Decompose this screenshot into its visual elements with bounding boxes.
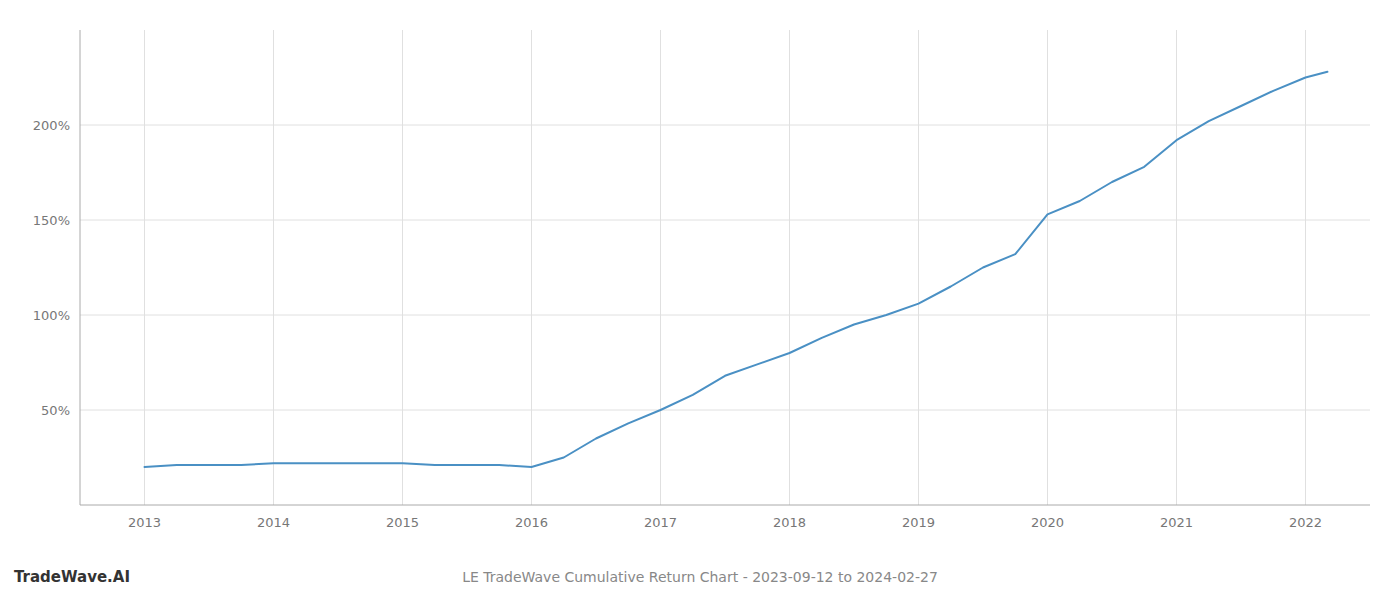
x-grid-line xyxy=(660,30,661,505)
x-tick-label: 2015 xyxy=(386,515,419,530)
y-tick-label: 50% xyxy=(41,403,70,418)
x-tick-label: 2013 xyxy=(128,515,161,530)
title: LE TradeWave Cumulative Return Chart - 2… xyxy=(462,569,938,585)
x-grid-line xyxy=(1305,30,1306,505)
x-tick-label: 2020 xyxy=(1031,515,1064,530)
y-tick-label: 200% xyxy=(33,118,70,133)
y-tick-label: 100% xyxy=(33,308,70,323)
x-grid-line xyxy=(402,30,403,505)
grid xyxy=(80,30,1370,505)
tick-labels: 2013 2014 2015 2016 2017 2018 2019 2020 2021 2022… xyxy=(33,118,1322,531)
x-grid-line xyxy=(1176,30,1177,505)
y-tick-label: 150% xyxy=(33,213,70,228)
y-grid-line xyxy=(80,220,1370,221)
x-grid-line xyxy=(273,30,274,505)
chart: 2013 2014 2015 2016 2017 2018 2019 2020 2021 2022… xyxy=(0,0,1400,600)
y-grid-line xyxy=(80,410,1370,411)
x-grid-line xyxy=(1047,30,1048,505)
x-tick-label: 2021 xyxy=(1160,515,1193,530)
x-tick-label: 2018 xyxy=(773,515,806,530)
x-tick-label: 2017 xyxy=(644,515,677,530)
x-tick-label: 2022 xyxy=(1289,515,1322,530)
x-grid-line xyxy=(144,30,145,505)
plot-area xyxy=(145,72,1328,467)
return-line xyxy=(145,72,1328,467)
x-grid-line xyxy=(531,30,532,505)
x-axis-line xyxy=(80,505,1370,506)
x-tick-label: 2019 xyxy=(902,515,935,530)
x-grid-line xyxy=(789,30,790,505)
x-grid-line xyxy=(918,30,919,505)
x-tick-label: 2016 xyxy=(515,515,548,530)
y-axis-line xyxy=(80,30,81,505)
y-grid-line xyxy=(80,125,1370,126)
x-tick-label: 2014 xyxy=(257,515,290,530)
y-grid-line xyxy=(80,315,1370,316)
watermark: TradeWave.AI xyxy=(14,568,130,586)
